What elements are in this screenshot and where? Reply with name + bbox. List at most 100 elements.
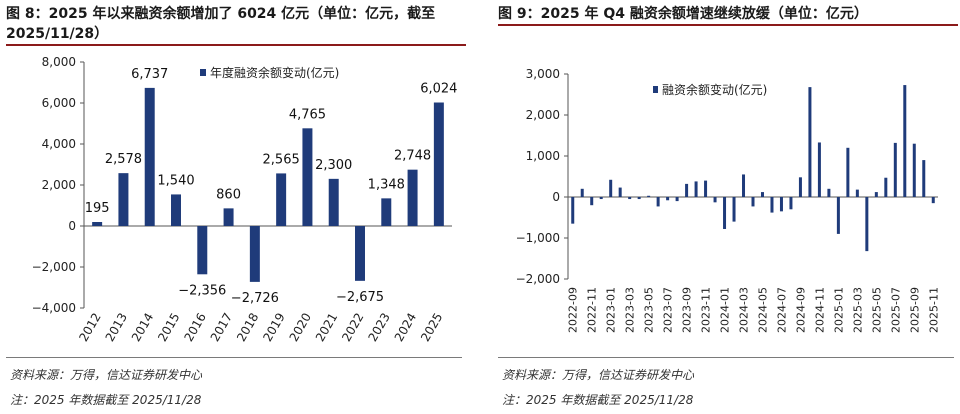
- bar: [249, 226, 260, 282]
- left-chart-title: 图 8：2025 年以来融资余额增加了 6024 亿元（单位：亿元，截至 202…: [6, 4, 466, 46]
- x-tick-label: 2024-07: [775, 287, 788, 333]
- left-chart-panel: 图 8：2025 年以来融资余额增加了 6024 亿元（单位：亿元，截至 202…: [0, 0, 466, 414]
- left-bar-chart: −4,000 −2,000 0 2,000 4,000 6,000 8,000 195 2012…: [32, 55, 458, 344]
- x-tick-label: 2023-01: [605, 287, 618, 333]
- y-tick-label: 2,000: [526, 108, 560, 122]
- bar: [931, 197, 935, 204]
- x-tick-label: 2024-09: [794, 287, 807, 333]
- x-tick-label: 2025-05: [870, 287, 883, 333]
- bar: [580, 188, 584, 197]
- bar: [742, 174, 746, 197]
- bar: [817, 142, 821, 197]
- x-tick-label: 2021: [313, 311, 340, 344]
- bar: [171, 194, 181, 226]
- data-label: 2,748: [394, 149, 431, 164]
- bar: [647, 195, 651, 197]
- left-source: 资料来源：万得，信达证券研发中心: [10, 368, 203, 382]
- x-tick-label: 2025-11: [927, 287, 940, 333]
- bar: [770, 197, 774, 213]
- legend-label: 年度融资余额变动(亿元): [210, 65, 339, 80]
- y-tick-label: −2,000: [32, 260, 76, 274]
- x-tick-label: 2023-03: [624, 287, 637, 333]
- bar: [694, 181, 698, 197]
- x-tick-label: 2018: [234, 311, 261, 344]
- bar: [751, 197, 755, 207]
- right-divider: [498, 357, 954, 358]
- bar: [779, 197, 783, 212]
- x-tick-label: 2025-07: [889, 287, 902, 333]
- x-tick-label: 2023-05: [643, 287, 656, 333]
- bar: [609, 179, 613, 197]
- bar: [713, 197, 717, 203]
- data-label: 2,565: [263, 152, 300, 167]
- right-chart-panel: 图 9：2025 年 Q4 融资余额增速继续放缓（单位：亿元） −2,000 −1…: [492, 0, 960, 414]
- left-title-line1: 图 8：2025 年以来融资余额增加了 6024 亿元（单位：亿元，截至: [6, 6, 436, 22]
- y-tick-label: 3,000: [526, 67, 560, 81]
- bar: [656, 197, 660, 207]
- bar: [884, 177, 888, 197]
- x-tick-label: 2025: [418, 311, 445, 344]
- bar: [808, 87, 812, 197]
- y-tick-label: 4,000: [42, 137, 76, 151]
- data-label: 2,578: [105, 152, 142, 167]
- bar: [893, 142, 897, 197]
- right-note: 注：2025 年数据截至 2025/11/28: [502, 393, 694, 407]
- bar: [836, 197, 840, 234]
- x-tick-label: 2023-07: [662, 287, 675, 333]
- x-tick-label: 2023-09: [681, 287, 694, 333]
- data-label: 4,765: [289, 107, 326, 122]
- bar: [599, 197, 603, 200]
- x-tick-label: 2025-03: [851, 287, 864, 333]
- x-tick-label: 2024-05: [756, 287, 769, 333]
- x-tick-label: 2019: [260, 311, 287, 344]
- y-tick-label: 0: [68, 219, 76, 233]
- x-tick-label: 2025-01: [832, 287, 845, 333]
- x-tick-label: 2023: [365, 311, 392, 344]
- left-divider: [6, 357, 462, 358]
- x-tick-label: 2022-11: [586, 287, 599, 333]
- left-title-line2: 2025/11/28）: [6, 24, 466, 46]
- bar: [855, 189, 859, 197]
- bar: [675, 197, 679, 202]
- y-tick-label: 6,000: [42, 96, 76, 110]
- x-tick-label: 2024: [392, 311, 419, 344]
- y-tick-label: −1,000: [516, 231, 560, 245]
- y-tick-label: 8,000: [42, 55, 76, 69]
- legend-swatch: [653, 86, 658, 93]
- bar: [846, 147, 850, 197]
- legend-label: 融资余额变动(亿元): [662, 82, 767, 97]
- bar: [571, 197, 575, 224]
- bar: [704, 180, 708, 197]
- x-tick-label: 2015: [155, 311, 182, 344]
- bar: [865, 197, 869, 252]
- x-tick-label: 2022-09: [567, 287, 580, 333]
- bar: [760, 192, 764, 197]
- bar: [628, 197, 632, 200]
- bar: [827, 188, 831, 197]
- right-source: 资料来源：万得，信达证券研发中心: [502, 368, 695, 382]
- bar: [355, 226, 365, 281]
- x-tick-label: 2025-09: [908, 287, 921, 333]
- y-tick-label: 1,000: [526, 149, 560, 163]
- data-label: −2,726: [231, 291, 279, 306]
- bar: [433, 102, 444, 226]
- bar: [92, 222, 103, 226]
- x-tick-label: 2014: [129, 311, 156, 344]
- right-chart-title: 图 9：2025 年 Q4 融资余额增速继续放缓（单位：亿元）: [498, 4, 958, 26]
- y-tick-label: −2,000: [516, 272, 560, 286]
- right-bar-chart: −2,000 −1,000 0 1,000 2,000 3,000 2022-09 2022-…: [516, 67, 941, 333]
- bar: [618, 187, 622, 197]
- bar: [223, 208, 234, 226]
- data-label: −2,356: [178, 283, 226, 298]
- data-label: −2,675: [336, 290, 384, 305]
- bar: [302, 128, 313, 226]
- y-tick-label: 0: [552, 190, 560, 204]
- bar: [118, 173, 129, 226]
- bar: [276, 173, 287, 226]
- bar: [590, 197, 594, 206]
- y-tick-label: 2,000: [42, 178, 76, 192]
- x-tick-label: 2024-03: [738, 287, 751, 333]
- x-tick-label: 2013: [103, 311, 130, 344]
- bar: [732, 197, 736, 222]
- bar: [144, 87, 155, 226]
